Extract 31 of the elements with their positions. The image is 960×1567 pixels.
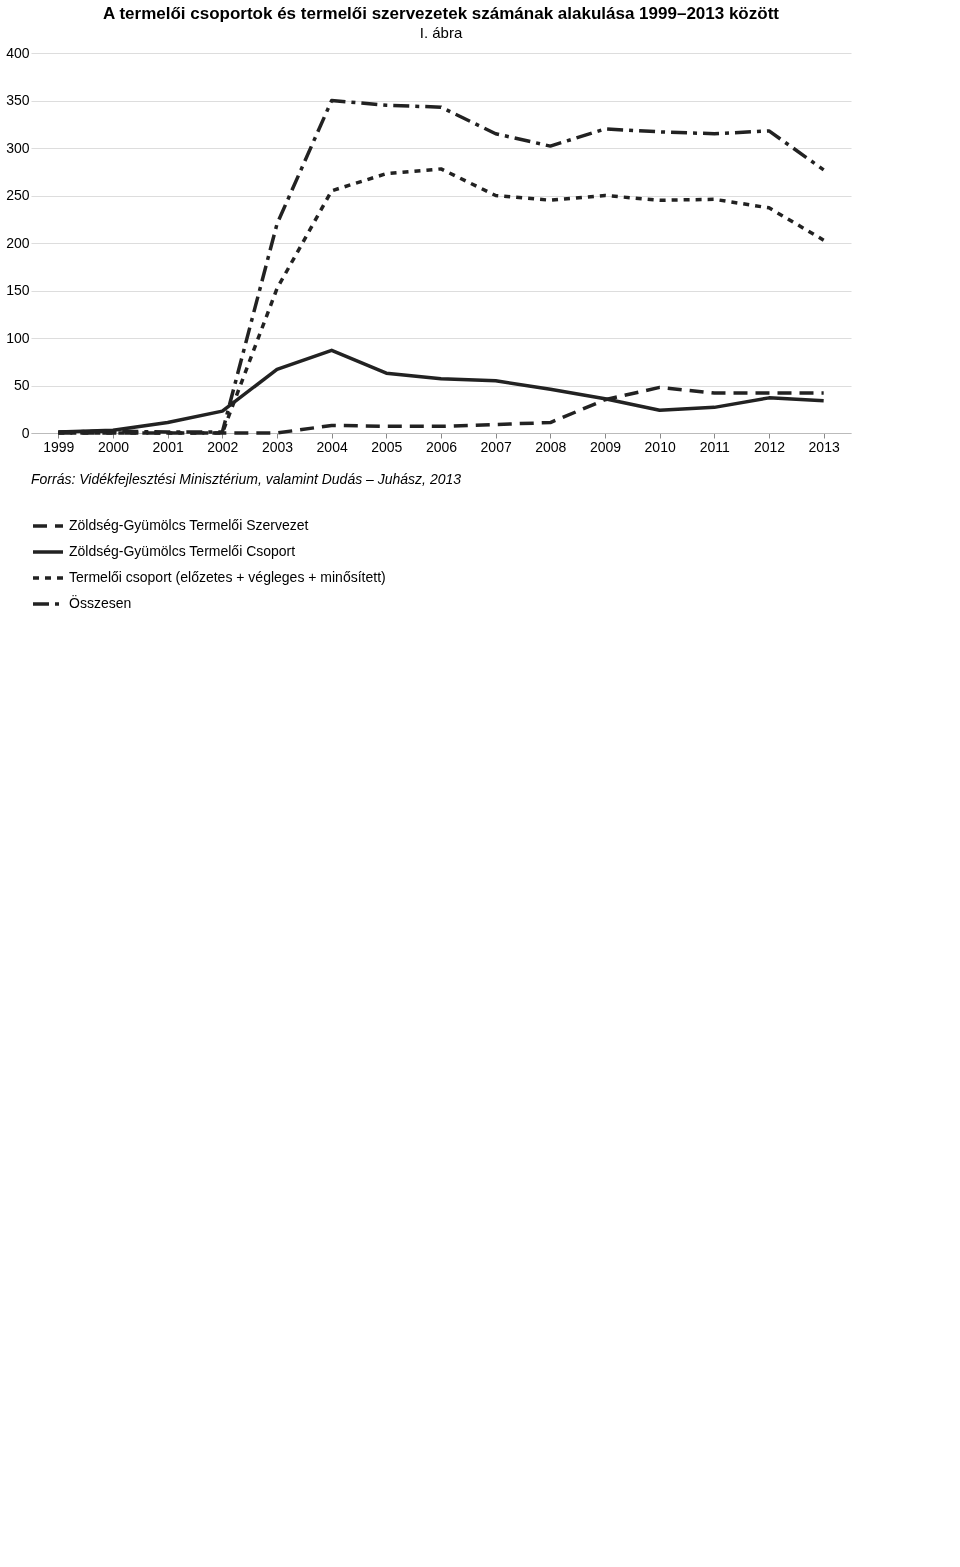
legend-label: Zöldség-Gyümölcs Termelői Csoport <box>69 543 296 559</box>
legend-label: Termelői csoport (előzetes + végleges + minősített) <box>69 569 386 585</box>
y-tick-label: 350 <box>6 92 30 108</box>
y-tick-label: 150 <box>6 282 30 298</box>
text: Forrás: Vidékfejlesztési Minisztérium, valamint Dudás – Juhász, 2013 <box>31 471 462 487</box>
x-tick-label: 2012 <box>753 438 786 455</box>
x-tick-label: 2003 <box>261 438 294 455</box>
x-tick-label: 2000 <box>97 438 130 455</box>
x-tick-label: 2006 <box>425 438 458 455</box>
y-tick-label: 300 <box>6 139 30 156</box>
y-tick-label: 100 <box>6 329 30 346</box>
x-tick-label: 2010 <box>644 438 676 455</box>
x-tick-label: 1999 <box>43 438 75 455</box>
x-tick-label: 2004 <box>316 438 348 455</box>
x-tick-label: 2002 <box>207 438 239 455</box>
y-tick-label: 200 <box>6 234 30 251</box>
y-tick-label: 400 <box>6 44 30 61</box>
y-tick-label: 250 <box>6 187 30 203</box>
legend-label: Zöldség-Gyümölcs Termelői Szervezet <box>69 517 309 533</box>
x-tick-label: 2013 <box>808 438 840 455</box>
chart-title: A termelői csoportok és termelői szervezetek számának alakulása 1999–2013 között <box>103 4 780 23</box>
x-tick-label: 2005 <box>371 438 403 455</box>
chart-subtitle: I. ábra <box>419 24 463 41</box>
legend-label: Összesen <box>69 594 132 611</box>
x-tick-label: 2011 <box>699 438 731 455</box>
x-tick-label: 2009 <box>589 438 622 455</box>
x-tick-label: 2001 <box>152 438 184 455</box>
x-tick-label: 2007 <box>480 438 512 455</box>
x-tick-label: 2008 <box>535 438 567 455</box>
y-tick-label: 0 <box>21 424 30 441</box>
y-tick-label: 50 <box>13 377 30 393</box>
